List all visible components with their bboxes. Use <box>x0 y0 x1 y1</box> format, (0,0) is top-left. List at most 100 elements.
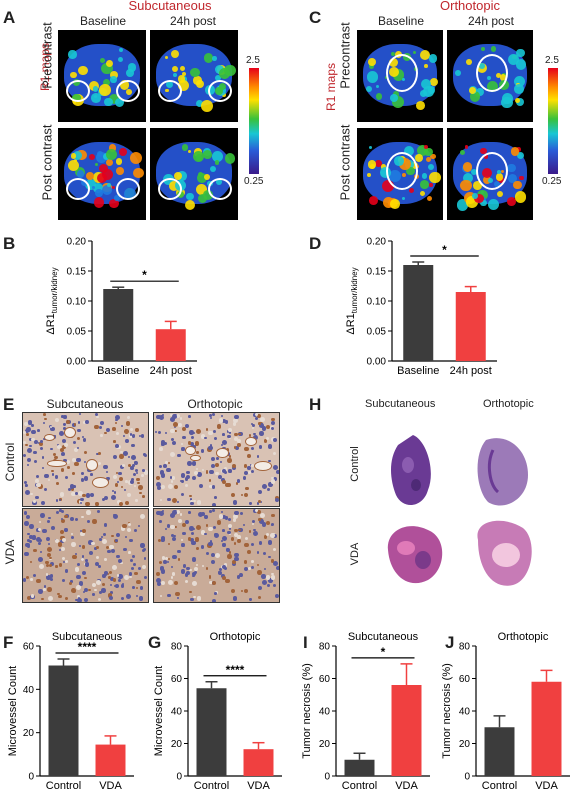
x-tick-label: 24h post <box>450 365 492 377</box>
x-tick-label: Control <box>194 780 229 792</box>
bar <box>196 688 227 776</box>
colorbar-a-min: 0.25 <box>244 176 264 187</box>
mri-c-post-24h <box>447 128 533 220</box>
mri-a-pre-baseline <box>58 30 146 122</box>
panel-letter-j: J <box>445 633 455 652</box>
y-tick-label: 0.20 <box>67 237 87 248</box>
y-tick-label: 0.10 <box>67 297 87 308</box>
y-axis-label: ΔR1tumor/kidney <box>45 267 59 334</box>
panel-c-side-label: R1 maps <box>324 62 338 112</box>
y-tick-label: 60 <box>171 674 183 685</box>
significance-marker: * <box>381 645 386 659</box>
y-tick-label: 0 <box>324 772 330 783</box>
y-tick-label: 60 <box>459 674 471 685</box>
significance-marker: **** <box>78 640 97 654</box>
he-subcutaneous-control <box>391 435 431 506</box>
y-tick-label: 60 <box>23 642 35 653</box>
panel-a-col-baseline: Baseline <box>79 14 127 28</box>
chart-g: Orthotopic 0 20 40 60 80 Microvessel Count Cont… <box>153 631 282 792</box>
colorbar-c-max: 2.5 <box>545 55 559 66</box>
panel-letter-b: B <box>3 234 16 253</box>
panel-h-col-orthotopic: Orthotopic <box>483 398 534 410</box>
bar <box>103 289 134 361</box>
x-tick-label: VDA <box>395 780 418 792</box>
y-tick-label: 0.05 <box>67 327 87 338</box>
x-tick-label: Control <box>482 780 517 792</box>
panel-letter-h: H <box>309 395 322 414</box>
y-tick-label: 20 <box>23 728 35 739</box>
chart-title: Orthotopic <box>498 631 549 643</box>
y-tick-label: 40 <box>319 707 331 718</box>
y-tick-label: 80 <box>171 642 183 653</box>
he-orthotopic-vda <box>477 520 532 586</box>
panel-h-row-vda: VDA <box>349 542 361 566</box>
y-axis-label: Tumor necrosis (%) <box>301 663 313 759</box>
x-tick-label: VDA <box>247 780 270 792</box>
y-tick-label: 0 <box>464 772 470 783</box>
chart-b: 0.00 0.05 0.10 0.15 0.20 ΔR1tumor/kidney Basel… <box>45 237 197 377</box>
y-tick-label: 0.05 <box>367 327 387 338</box>
panel-letter-e: E <box>3 395 15 414</box>
ihc-orthotopic-vda <box>153 508 280 603</box>
panel-letter-f: F <box>3 633 14 652</box>
mri-c-post-baseline <box>357 128 443 220</box>
panel-letter-i: I <box>303 633 308 652</box>
y-tick-label: 0.15 <box>67 267 87 278</box>
panel-a-row-pre: Precontrast <box>39 22 55 89</box>
bar <box>48 665 79 776</box>
bar <box>531 681 562 776</box>
colorbar-c <box>548 68 558 174</box>
y-tick-label: 80 <box>459 642 471 653</box>
colorbar-c-min: 0.25 <box>542 176 562 187</box>
chart-title: Subcutaneous <box>52 631 123 643</box>
panel-letter-c: C <box>309 8 322 27</box>
chart-i: Subcutaneous 0 20 40 60 80 Tumor necrosis (%) C… <box>301 631 430 792</box>
mri-a-pre-24h <box>150 30 238 122</box>
panel-letter-a: A <box>3 8 16 27</box>
he-orthotopic-control <box>477 438 528 506</box>
y-axis-label: ΔR1tumor/kidney <box>345 267 359 334</box>
y-tick-label: 0 <box>176 772 182 783</box>
chart-f: Subcutaneous 0 20 40 60 Microvessel Count Cont… <box>7 631 134 792</box>
y-tick-label: 60 <box>319 674 331 685</box>
panel-c-col-baseline: Baseline <box>377 14 425 28</box>
y-tick-label: 40 <box>459 707 471 718</box>
ihc-orthotopic-control <box>153 412 280 507</box>
x-tick-label: VDA <box>535 780 558 792</box>
panel-e-row-control: Control <box>3 442 17 482</box>
y-tick-label: 40 <box>171 707 183 718</box>
x-tick-label: VDA <box>99 780 122 792</box>
y-tick-label: 0.15 <box>367 267 387 278</box>
y-tick-label: 20 <box>171 739 183 750</box>
bar <box>403 265 434 361</box>
x-tick-label: Baseline <box>397 365 439 377</box>
panel-c-row-pre: Precontrast <box>337 22 353 89</box>
y-axis-label: Microvessel Count <box>7 666 19 756</box>
bar <box>155 329 186 361</box>
significance-marker: * <box>142 268 147 282</box>
bar <box>391 685 422 776</box>
panel-e-col-subcutaneous: Subcutaneous <box>46 397 124 411</box>
panel-c-title: Orthotopic <box>440 0 500 13</box>
ihc-subcutaneous-control <box>22 412 149 507</box>
mri-a-post-baseline <box>58 128 146 220</box>
bar <box>455 292 486 361</box>
y-tick-label: 20 <box>459 739 471 750</box>
panel-letter-g: G <box>148 633 162 652</box>
bar <box>484 727 515 776</box>
bar <box>344 759 375 776</box>
y-tick-label: 0.10 <box>367 297 387 308</box>
significance-marker: **** <box>226 663 245 677</box>
panel-e-row-vda: VDA <box>3 539 17 565</box>
colorbar-a-max: 2.5 <box>246 55 260 66</box>
y-tick-label: 0.00 <box>367 357 387 368</box>
y-tick-label: 80 <box>319 642 331 653</box>
chart-title: Subcutaneous <box>348 631 419 643</box>
y-axis-label: Microvessel Count <box>153 666 165 756</box>
chart-j: Orthotopic 0 20 40 60 80 Tumor necrosis (%) Con… <box>441 631 570 792</box>
bar <box>243 749 274 776</box>
y-tick-label: 0.20 <box>367 237 387 248</box>
he-subcutaneous-vda <box>387 526 443 584</box>
he-section-images <box>378 420 543 610</box>
y-tick-label: 40 <box>23 685 35 696</box>
